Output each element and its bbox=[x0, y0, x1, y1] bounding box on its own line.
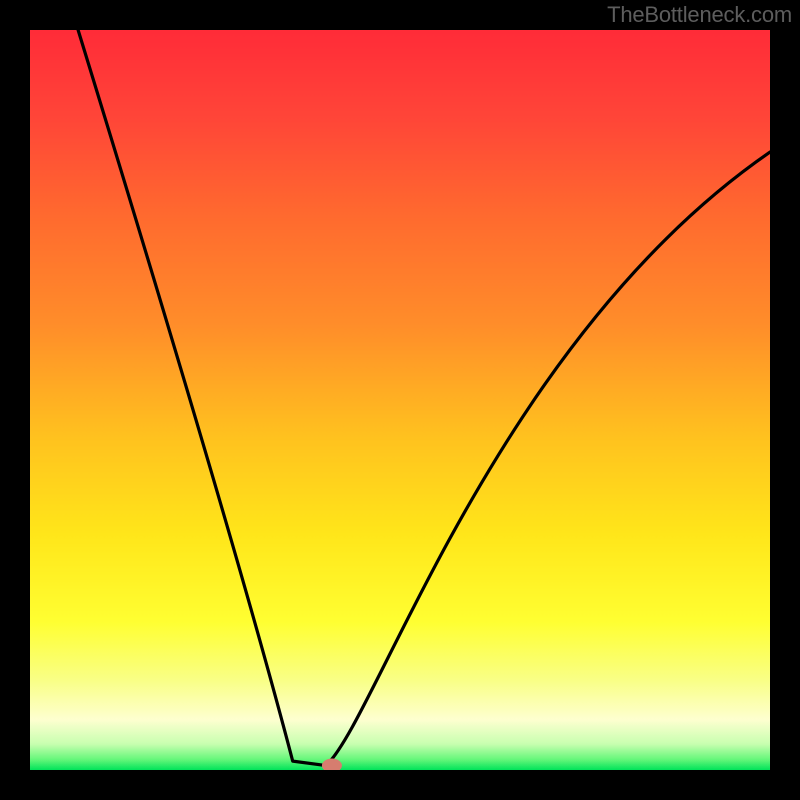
watermark-text: TheBottleneck.com bbox=[607, 2, 792, 28]
plot-area bbox=[30, 30, 770, 770]
gradient-background bbox=[30, 30, 770, 770]
figure-container: TheBottleneck.com bbox=[0, 0, 800, 800]
